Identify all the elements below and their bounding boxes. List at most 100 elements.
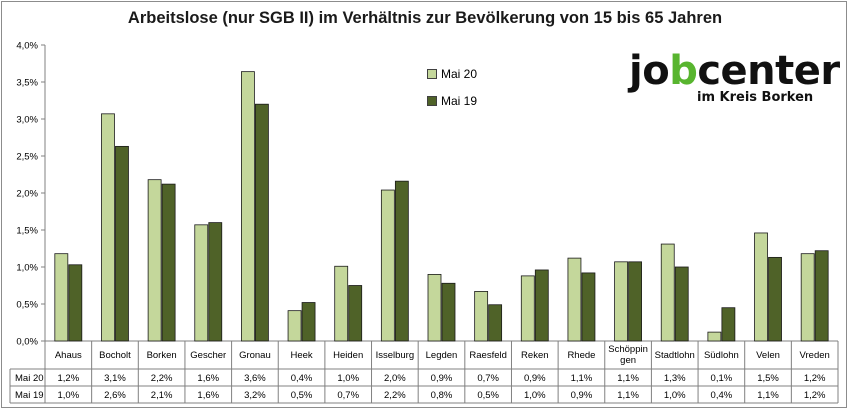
- bar-mai-20-isselburg: [380, 189, 395, 342]
- category-label-velen: Velen: [756, 350, 780, 361]
- data-label-mai-19-vreden: 1,2%: [804, 390, 826, 401]
- data-label-mai-19-borken: 2,1%: [151, 390, 173, 401]
- bar-mai-19-velen: [768, 256, 782, 342]
- data-label-mai-20-velen: 1,5%: [757, 373, 779, 384]
- data-label-mai-19-ahaus: 1,0%: [57, 390, 79, 401]
- bar-mai-20-borken: [147, 179, 162, 342]
- data-label-mai-19-bocholt: 2,6%: [104, 390, 126, 401]
- data-label-mai-19-legden: 0,8%: [431, 390, 453, 401]
- data-label-mai-20-rhede: 1,1%: [571, 373, 593, 384]
- bar-mai-19-südlohn: [721, 307, 736, 342]
- logo-text-b: b: [669, 48, 698, 94]
- bar-mai-19-vreden: [814, 250, 829, 342]
- data-label-mai-19-velen: 1,1%: [757, 390, 779, 401]
- category-label-borken: Borken: [147, 350, 177, 361]
- category-label-reken: Reken: [521, 350, 548, 361]
- bar-mai-20-ahaus: [54, 253, 69, 342]
- bar-mai-19-ahaus: [68, 264, 83, 342]
- y-tick-label: 1,0%: [16, 263, 38, 274]
- category-label-legden: Legden: [426, 350, 458, 361]
- data-label-mai-20-borken: 2,2%: [151, 373, 173, 384]
- bar-mai-19-legden: [441, 282, 456, 342]
- data-label-mai-19-reken: 1,0%: [524, 390, 546, 401]
- chart-title: Arbeitslose (nur SGB II) im Verhältnis z…: [127, 9, 723, 27]
- category-label-bocholt: Bocholt: [99, 350, 131, 361]
- category-label-ahaus: Ahaus: [55, 350, 82, 361]
- bar-mai-20-reken: [520, 275, 535, 342]
- bar-mai-20-schöppin-gen: [614, 261, 628, 342]
- bar-mai-19-gronau: [255, 103, 269, 342]
- y-tick-label: 3,0%: [16, 115, 38, 126]
- category-label-gescher: Gescher: [190, 350, 226, 361]
- category-label-schöppin-gen: Schöppin gen: [608, 344, 648, 366]
- data-label-mai-19-schöppin-gen: 1,1%: [617, 390, 639, 401]
- legend-label-mai-19: Mai 19: [441, 93, 478, 108]
- data-label-mai-20-ahaus: 1,2%: [57, 373, 79, 384]
- category-label-heiden: Heiden: [333, 350, 363, 361]
- data-label-mai-19-stadtlohn: 1,0%: [664, 390, 686, 401]
- bar-mai-20-gescher: [194, 224, 209, 342]
- bar-mai-19-reken: [534, 269, 549, 342]
- y-tick-label: 2,5%: [16, 152, 38, 163]
- bar-mai-20-heek: [287, 310, 302, 342]
- bar-mai-19-gescher: [208, 222, 223, 342]
- bar-mai-20-heiden: [334, 265, 349, 342]
- bar-mai-20-südlohn: [707, 331, 722, 342]
- bar-mai-20-raesfeld: [474, 291, 489, 342]
- data-label-mai-20-vreden: 1,2%: [804, 373, 826, 384]
- data-label-mai-19-rhede: 0,9%: [571, 390, 593, 401]
- legend-swatch-mai-19: [427, 95, 437, 106]
- bar-mai-19-borken: [161, 183, 176, 342]
- category-label-isselburg: Isselburg: [376, 350, 415, 361]
- category-label-rhede: Rhede: [567, 350, 595, 361]
- bar-mai-20-legden: [427, 273, 442, 342]
- data-label-mai-20-stadtlohn: 1,3%: [664, 373, 686, 384]
- data-label-mai-19-südlohn: 0,4%: [711, 390, 733, 401]
- y-tick-label: 2,0%: [16, 189, 38, 200]
- bar-mai-20-bocholt: [101, 113, 115, 342]
- data-label-mai-20-südlohn: 0,1%: [711, 373, 733, 384]
- data-label-mai-20-schöppin-gen: 1,1%: [617, 373, 639, 384]
- table-series-label-mai-20: Mai 20: [15, 373, 44, 384]
- category-label-südlohn: Südlohn: [704, 350, 739, 361]
- data-label-mai-20-reken: 0,9%: [524, 373, 546, 384]
- legend-item-mai-19: Mai 19: [427, 87, 477, 114]
- legend-label-mai-20: Mai 20: [441, 66, 478, 81]
- data-label-mai-20-raesfeld: 0,7%: [477, 373, 499, 384]
- logo-text-center: center: [697, 48, 840, 94]
- category-label-stadtlohn: Stadtlohn: [655, 350, 695, 361]
- data-label-mai-20-heek: 0,4%: [291, 373, 313, 384]
- data-label-mai-19-isselburg: 2,2%: [384, 390, 406, 401]
- data-label-mai-19-gronau: 3,2%: [244, 390, 266, 401]
- bar-mai-19-schöppin-gen: [628, 261, 642, 342]
- data-label-mai-20-gronau: 3,6%: [244, 373, 266, 384]
- data-label-mai-20-legden: 0,9%: [431, 373, 453, 384]
- legend-item-mai-20: Mai 20: [427, 60, 477, 87]
- legend-swatch-mai-20: [427, 68, 437, 79]
- bar-mai-20-vreden: [800, 253, 815, 342]
- data-label-mai-20-bocholt: 3,1%: [104, 373, 126, 384]
- logo-text-jo: jo: [629, 48, 670, 94]
- category-label-vreden: Vreden: [800, 350, 830, 361]
- logo-wordmark: jobcenter: [629, 48, 840, 94]
- data-label-mai-19-heek: 0,5%: [291, 390, 313, 401]
- y-tick-label: 3,5%: [16, 78, 38, 89]
- data-label-mai-19-heiden: 0,7%: [337, 390, 359, 401]
- category-label-part: Schöppin: [608, 344, 648, 355]
- legend: Mai 20 Mai 19: [427, 60, 477, 114]
- bar-mai-19-bocholt: [115, 145, 129, 342]
- table-series-label-mai-19: Mai 19: [15, 390, 44, 401]
- y-tick-label: 1,5%: [16, 226, 38, 237]
- data-label-mai-20-isselburg: 2,0%: [384, 373, 406, 384]
- y-tick-label: 4,0%: [16, 41, 38, 52]
- category-label-raesfeld: Raesfeld: [469, 350, 507, 361]
- bar-mai-19-isselburg: [394, 180, 409, 342]
- bar-mai-19-heek: [301, 302, 316, 342]
- category-label-heek: Heek: [290, 350, 312, 361]
- bar-mai-20-velen: [754, 232, 768, 342]
- y-tick-label: 0,5%: [16, 300, 38, 311]
- bar-mai-19-stadtlohn: [674, 266, 689, 342]
- data-label-mai-19-gescher: 1,6%: [197, 390, 219, 401]
